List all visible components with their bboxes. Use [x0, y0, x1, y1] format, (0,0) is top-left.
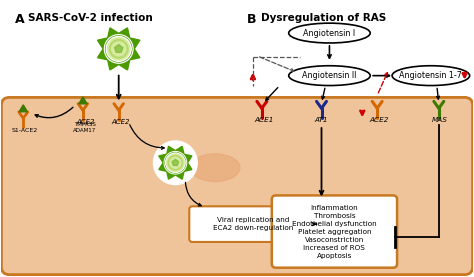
- Text: A: A: [15, 13, 25, 26]
- Ellipse shape: [190, 154, 240, 181]
- Text: B: B: [247, 13, 256, 26]
- Ellipse shape: [392, 66, 470, 86]
- Polygon shape: [115, 45, 123, 52]
- Ellipse shape: [289, 66, 370, 86]
- Text: Inflammation
Thrombosis
Endothelial dysfunction
Platelet aggregation
Vasoconstri: Inflammation Thrombosis Endothelial dysf…: [292, 205, 377, 259]
- Polygon shape: [159, 146, 192, 179]
- Circle shape: [112, 42, 126, 56]
- Polygon shape: [172, 159, 179, 165]
- FancyBboxPatch shape: [1, 98, 473, 275]
- Polygon shape: [19, 105, 27, 112]
- Text: Angiotensin II: Angiotensin II: [302, 71, 356, 80]
- Circle shape: [166, 154, 184, 171]
- Text: S1-ACE2: S1-ACE2: [11, 128, 37, 133]
- Circle shape: [106, 37, 131, 61]
- Circle shape: [154, 141, 197, 184]
- Text: TMPRSS
ADAM17: TMPRSS ADAM17: [73, 122, 97, 133]
- FancyBboxPatch shape: [272, 195, 397, 268]
- Text: MAS: MAS: [432, 117, 448, 123]
- Text: Angiotensin 1-7: Angiotensin 1-7: [400, 71, 462, 80]
- Circle shape: [164, 152, 187, 174]
- Text: ACE2: ACE2: [369, 117, 389, 123]
- Polygon shape: [98, 28, 140, 70]
- Text: ACE2: ACE2: [76, 119, 94, 125]
- Text: Viral replication and
ECA2 down-regulation: Viral replication and ECA2 down-regulati…: [213, 217, 293, 231]
- FancyBboxPatch shape: [189, 206, 317, 242]
- Circle shape: [165, 153, 185, 173]
- Text: ACE1: ACE1: [254, 117, 273, 123]
- Polygon shape: [79, 97, 87, 104]
- Circle shape: [108, 38, 130, 60]
- Text: SARS-CoV-2 infection: SARS-CoV-2 infection: [28, 13, 153, 23]
- Circle shape: [170, 157, 181, 168]
- Text: Angiotensin I: Angiotensin I: [303, 29, 356, 38]
- Circle shape: [104, 35, 133, 63]
- Text: AT1: AT1: [315, 117, 328, 123]
- Ellipse shape: [289, 23, 370, 43]
- Text: Dysregulation of RAS: Dysregulation of RAS: [261, 13, 386, 23]
- Text: ACE2: ACE2: [112, 119, 130, 125]
- Circle shape: [168, 155, 182, 170]
- Circle shape: [109, 40, 128, 58]
